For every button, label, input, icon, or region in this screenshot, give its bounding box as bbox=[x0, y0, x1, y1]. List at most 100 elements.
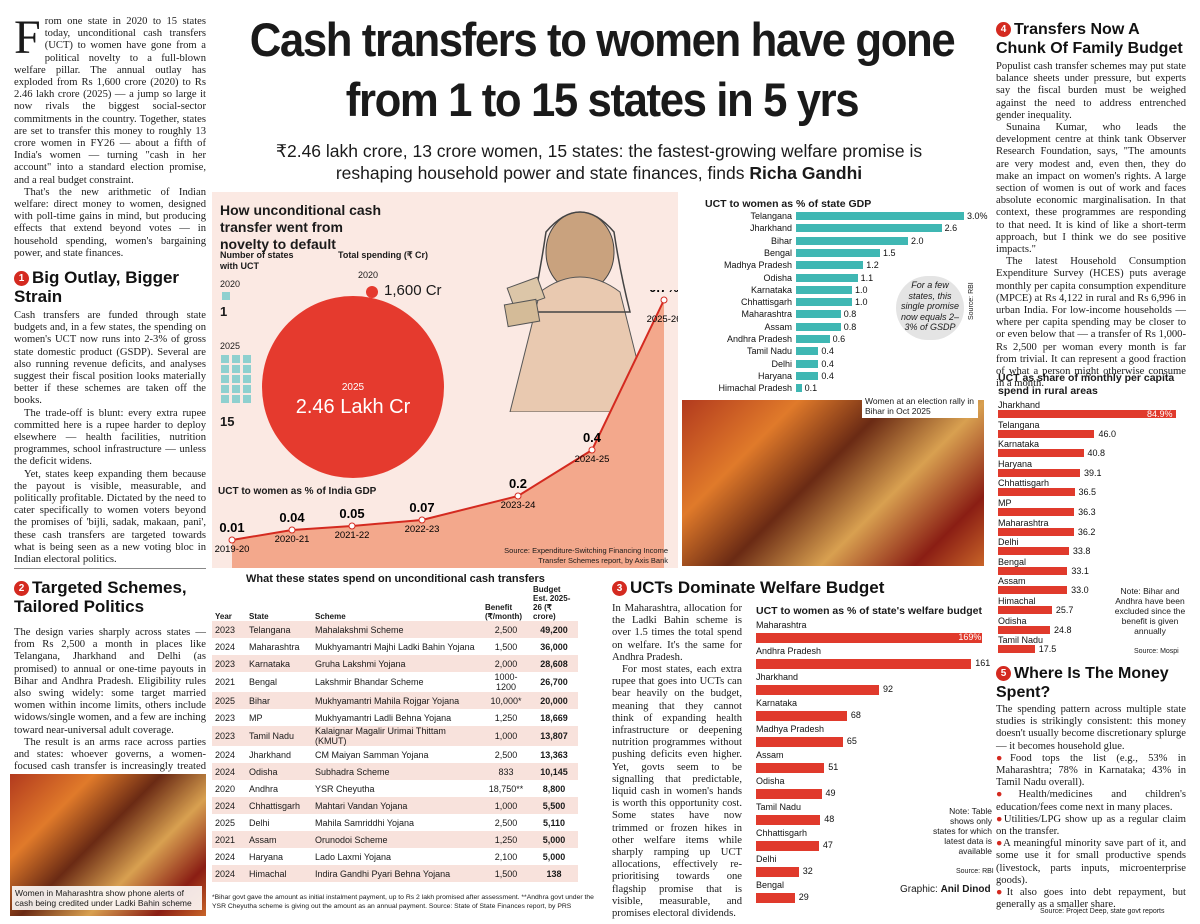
bar-category-label: Himachal Pradesh bbox=[718, 383, 792, 394]
bar bbox=[796, 335, 830, 343]
state-cell: Himachal bbox=[246, 865, 312, 882]
section-1-p2: The trade-off is blunt: every extra rupe… bbox=[14, 407, 206, 468]
gdp-area-chart: 0.01 2019-20 0.04 2020-21 0.05 2021-22 0.07 202… bbox=[212, 280, 681, 568]
benefit-cell: 2,100 bbox=[494, 851, 518, 862]
gdp-point bbox=[288, 526, 296, 534]
benefit-cell: 2,000 bbox=[482, 655, 530, 672]
state-square bbox=[243, 395, 251, 403]
section-5-number: 5 bbox=[996, 666, 1011, 681]
headline: Cash transfers to women have gone from 1… bbox=[249, 13, 956, 126]
year-cell: 2025 bbox=[212, 692, 246, 709]
scheme-cell: Lakshmir Bhandar Scheme bbox=[315, 677, 424, 687]
bar-category-label: Odisha bbox=[998, 615, 1027, 626]
bar bbox=[796, 224, 942, 233]
state-cell: Jharkhand bbox=[249, 749, 292, 760]
section-2-text: The design varies sharply across states … bbox=[14, 627, 206, 786]
gdp-year-label: 2019-20 bbox=[215, 544, 250, 555]
welfare-source: Source: RBI bbox=[956, 868, 994, 875]
scheme-cell: Indira Gandhi Pyari Behna Yojana bbox=[312, 865, 482, 882]
year-cell: 2024 bbox=[215, 851, 236, 862]
section-3-title: UCTs Dominate Welfare Budget bbox=[630, 578, 885, 597]
bar bbox=[998, 645, 1035, 654]
section-2-number: 2 bbox=[14, 581, 29, 596]
state-cell: Bengal bbox=[249, 677, 278, 687]
states-count-2020: 1 bbox=[220, 304, 228, 319]
benefit-cell: 1,250 bbox=[482, 831, 530, 848]
section-5-text: The spending pattern across multiple sta… bbox=[996, 704, 1186, 911]
state-cell: MP bbox=[249, 712, 263, 723]
bar bbox=[756, 815, 821, 825]
scheme-cell: Mukhyamantri Ladli Behna Yojana bbox=[315, 712, 452, 723]
dropcap: F bbox=[14, 11, 41, 64]
bar-category-label: Assam bbox=[756, 750, 784, 760]
bar-value-label: 24.8 bbox=[1053, 624, 1072, 635]
col-year: Year bbox=[215, 612, 232, 621]
state-square bbox=[232, 395, 240, 403]
state-cell: Odisha bbox=[246, 763, 312, 780]
table-row: 2021 Bengal Lakshmir Bhandar Scheme 1000-12… bbox=[212, 672, 578, 692]
col-scheme: Scheme bbox=[315, 612, 346, 621]
section-5-heading: 5 Where Is The Money Spent? bbox=[996, 664, 1188, 702]
benefit-cell: 2,500 bbox=[482, 621, 530, 638]
gsdp-note: For a few states, this single promise no… bbox=[896, 276, 964, 340]
bar-category-label: Jharkhand bbox=[749, 223, 792, 234]
year-cell: 2024 bbox=[212, 797, 246, 814]
state-cell: Chhattisgarh bbox=[246, 797, 312, 814]
bar bbox=[796, 248, 880, 257]
spend-value-2025: 2.46 Lakh Cr bbox=[295, 396, 411, 418]
table-row: 2025 Delhi Mahila Samriddhi Yojana 2,500 5,1… bbox=[212, 814, 578, 831]
section-5-title: Where Is The Money Spent? bbox=[996, 665, 1169, 701]
divider-left bbox=[14, 568, 206, 569]
bar-value-label: 51 bbox=[828, 762, 839, 772]
table-row: 2023 MP Mukhyamantri Ladli Behna Yojana 1,2… bbox=[212, 709, 578, 726]
year-cell: 2024 bbox=[212, 763, 246, 780]
bar bbox=[998, 468, 1080, 477]
bar-category-label: Odisha bbox=[763, 272, 792, 283]
states-square-2020 bbox=[222, 292, 230, 300]
table-row: 2024 Himachal Indira Gandhi Pyari Behna Yo… bbox=[212, 865, 578, 882]
benefit-cell: 2,500 bbox=[494, 749, 518, 760]
bar-value-label: 32 bbox=[802, 866, 813, 876]
bar bbox=[796, 310, 841, 319]
gdp-year-label: 2024-25 bbox=[575, 454, 610, 465]
state-cell: Maharashtra bbox=[249, 641, 300, 652]
budget-cell: 13,807 bbox=[530, 726, 578, 746]
scheme-cell: Subhadra Scheme bbox=[312, 763, 482, 780]
bar-value-label: 0.8 bbox=[843, 321, 857, 332]
table-row: 2024 Chhattisgarh Mahtari Vandan Yojana 1,0… bbox=[212, 797, 578, 814]
section-3-heading: 3 UCTs Dominate Welfare Budget bbox=[612, 578, 912, 597]
bar-category-label: Haryana bbox=[998, 458, 1033, 469]
gdp-year-label: 2025-26 bbox=[647, 314, 678, 325]
gdp-year-label: 2020-21 bbox=[275, 534, 310, 545]
table-footnote: *Bihar govt gave the amount as initial i… bbox=[212, 894, 594, 910]
section-5-bullet: ●It also goes into debt repayment, but g… bbox=[996, 887, 1186, 911]
gdp-value-label: 0.07 bbox=[409, 500, 434, 515]
scheme-cell: Orunodoi Scheme bbox=[312, 831, 482, 848]
table-row: 2024 Jharkhand CM Maiyan Samman Yojana 2,50… bbox=[212, 746, 578, 763]
state-cell: Haryana bbox=[249, 851, 284, 862]
scheme-cell: CM Maiyan Samman Yojana bbox=[315, 749, 429, 760]
budget-cell: 5,110 bbox=[542, 817, 566, 828]
bar bbox=[998, 508, 1075, 516]
section-2-p1: The design varies sharply across states … bbox=[14, 627, 206, 736]
gdp-year-label: 2022-23 bbox=[405, 524, 440, 535]
bar-value-label: 1.2 bbox=[866, 260, 879, 271]
benefit-cell: 1,000 bbox=[482, 726, 530, 746]
bar-category-label: Bengal bbox=[763, 247, 792, 258]
scheme-cell: Mahalakshmi Scheme bbox=[312, 621, 482, 638]
year-cell: 2023 bbox=[212, 621, 246, 638]
budget-cell: 20,000 bbox=[530, 692, 578, 709]
state-square bbox=[243, 385, 251, 393]
state-cell: Telangana bbox=[246, 621, 312, 638]
benefit-cell: 1,500 bbox=[494, 641, 518, 652]
bar bbox=[796, 359, 819, 368]
bar bbox=[796, 298, 852, 307]
bar bbox=[998, 429, 1095, 438]
scheme-cell: Mukhyamantri Mahila Rojgar Yojana bbox=[312, 692, 482, 709]
schemes-table: Year State Scheme Benefit (₹/month) Budg… bbox=[212, 585, 578, 882]
year-cell: 2021 bbox=[215, 677, 236, 687]
mpce-source: Source: Mospi bbox=[1134, 648, 1179, 655]
bar-value-label: 0.6 bbox=[832, 334, 846, 344]
bar-value-label: 169% bbox=[958, 632, 982, 642]
budget-cell: 28,608 bbox=[530, 655, 578, 672]
